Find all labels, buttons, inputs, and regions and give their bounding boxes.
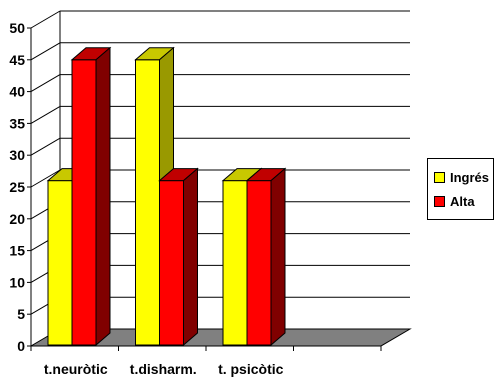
y-tick-label: 25 (9, 179, 25, 195)
x-tick-label: t. psicòtic (218, 361, 284, 377)
bar-front (135, 59, 160, 346)
y-tick-label: 30 (9, 147, 25, 163)
y-tick-label: 15 (9, 243, 25, 259)
y-tick-label: 0 (17, 338, 25, 354)
legend-item-alta: Alta (434, 194, 475, 209)
bar-side (270, 167, 286, 347)
bar-front (71, 59, 97, 346)
gridline-side (30, 169, 61, 188)
bar-side (95, 46, 111, 347)
x-tick-label: t.neuròtic (44, 361, 108, 377)
y-tick-label: 45 (9, 52, 25, 68)
gridline-side (30, 10, 61, 29)
legend-label-alta: Alta (450, 194, 475, 209)
gridline-side (30, 105, 61, 124)
gridline-side (30, 74, 61, 93)
y-tick-label: 10 (9, 274, 25, 290)
y-tick-label: 5 (17, 306, 25, 322)
gridline-side (30, 137, 61, 156)
legend-item-ingres: Ingrés (434, 170, 489, 185)
bar-side (183, 167, 198, 347)
y-tick-label: 40 (9, 84, 25, 100)
bar-front (246, 180, 272, 346)
y-tick-label: 20 (9, 211, 25, 227)
y-tick-label: 50 (9, 20, 25, 36)
x-tick-label: t.disharm. (130, 361, 197, 377)
legend-swatch-ingres (434, 172, 445, 183)
bar-front (159, 180, 184, 346)
legend: Ingrés Alta (427, 158, 494, 220)
bar-front (47, 180, 73, 346)
gridline-side (30, 42, 61, 61)
legend-label-ingres: Ingrés (450, 170, 490, 185)
legend-swatch-alta (434, 196, 445, 207)
y-tick-label: 35 (9, 115, 25, 131)
bar-front (222, 180, 248, 346)
